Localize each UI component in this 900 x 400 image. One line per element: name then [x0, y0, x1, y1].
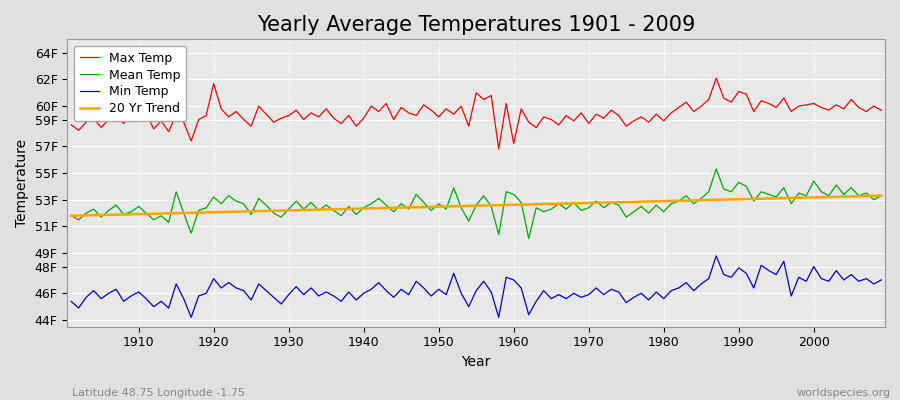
Max Temp	[336, 121, 346, 126]
X-axis label: Year: Year	[462, 355, 490, 369]
Max Temp	[711, 76, 722, 80]
Mean Temp	[500, 189, 511, 194]
Max Temp	[516, 106, 526, 111]
Mean Temp	[66, 213, 77, 218]
Min Temp	[516, 286, 526, 290]
Min Temp	[711, 254, 722, 258]
Mean Temp	[291, 199, 302, 204]
Line: Max Temp: Max Temp	[71, 78, 881, 149]
Mean Temp	[876, 193, 886, 198]
Min Temp	[606, 287, 616, 292]
Max Temp	[291, 108, 302, 112]
Max Temp	[876, 108, 886, 112]
Title: Yearly Average Temperatures 1901 - 2009: Yearly Average Temperatures 1901 - 2009	[257, 15, 696, 35]
Max Temp	[493, 146, 504, 151]
Max Temp	[126, 109, 137, 114]
Min Temp	[126, 294, 137, 298]
Max Temp	[66, 122, 77, 127]
Text: worldspecies.org: worldspecies.org	[796, 388, 891, 398]
Line: Mean Temp: Mean Temp	[71, 169, 881, 238]
Min Temp	[876, 278, 886, 282]
Line: Min Temp: Min Temp	[71, 256, 881, 317]
Mean Temp	[126, 209, 137, 214]
Y-axis label: Temperature: Temperature	[15, 139, 29, 227]
Min Temp	[343, 290, 354, 294]
Mean Temp	[508, 192, 519, 197]
Min Temp	[298, 292, 309, 297]
Max Temp	[606, 108, 616, 112]
Min Temp	[66, 299, 77, 304]
Min Temp	[508, 278, 519, 282]
Legend: Max Temp, Mean Temp, Min Temp, 20 Yr Trend: Max Temp, Mean Temp, Min Temp, 20 Yr Tre…	[74, 46, 186, 121]
Mean Temp	[606, 200, 616, 205]
Min Temp	[185, 315, 196, 320]
Text: Latitude 48.75 Longitude -1.75: Latitude 48.75 Longitude -1.75	[72, 388, 245, 398]
Max Temp	[508, 141, 519, 146]
Mean Temp	[711, 166, 722, 171]
Mean Temp	[336, 213, 346, 218]
Mean Temp	[523, 236, 534, 241]
